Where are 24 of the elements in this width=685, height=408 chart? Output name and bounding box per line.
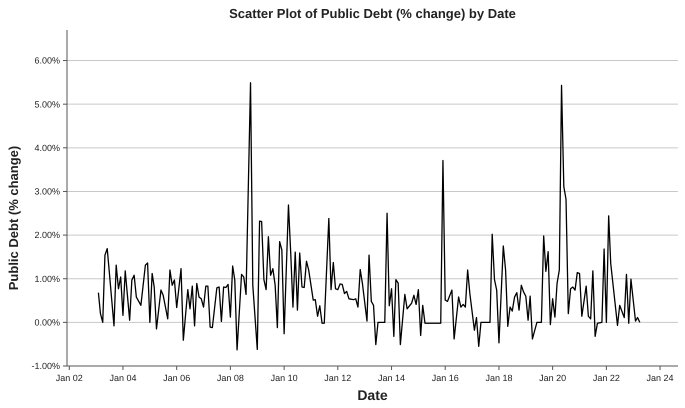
x-tick-label: Jan 04 <box>109 373 136 383</box>
x-axis-title: Date <box>357 387 388 403</box>
x-tick-label: Jan 22 <box>592 373 620 383</box>
x-tick-label: Jan 12 <box>324 373 352 383</box>
x-tick-label: Jan 10 <box>270 373 298 383</box>
chart-title: Scatter Plot of Public Debt (% change) by Date <box>229 6 516 21</box>
x-tick-label: Jan 08 <box>216 373 244 383</box>
x-tick-label: Jan 24 <box>646 373 674 383</box>
y-axis-title: Public Debt (% change) <box>6 146 21 290</box>
y-tick-label: 5.00% <box>34 99 60 110</box>
y-tick-label: 4.00% <box>34 142 60 153</box>
y-tick-label: 2.00% <box>34 230 60 240</box>
x-tick-label: Jan 02 <box>56 373 83 383</box>
x-tick-label: Jan 16 <box>432 373 459 383</box>
x-tick-label: Jan 18 <box>485 373 512 383</box>
y-tick-label: 6.00% <box>34 56 60 66</box>
y-tick-label: 1.00% <box>34 274 60 284</box>
line-series <box>98 82 640 351</box>
y-tick-label: -1.00% <box>31 361 60 372</box>
y-tick-label: 0.00% <box>34 318 60 328</box>
x-tick-label: Jan 20 <box>539 373 566 383</box>
x-tick-label: Jan 14 <box>378 373 406 383</box>
y-tick-label: 3.00% <box>34 186 60 197</box>
x-tick-label: Jan 06 <box>163 373 190 383</box>
